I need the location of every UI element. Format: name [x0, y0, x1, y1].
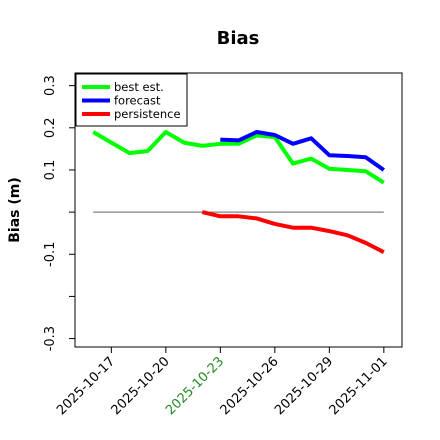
y-axis-label: Bias (m) [7, 177, 23, 243]
axes: -0.3-0.10.10.20.32025-10-172025-10-20202… [43, 75, 391, 418]
series-line-persistence [201, 210, 385, 254]
y-tick-label: -0.1 [43, 242, 58, 267]
y-tick-label: 0.1 [43, 160, 58, 181]
series-line-forecast [220, 130, 385, 172]
y-tick-label: -0.3 [43, 326, 58, 351]
legend-label: best est. [114, 80, 164, 94]
plot-frame [74, 72, 403, 348]
y-tick-label: 0.3 [43, 75, 58, 96]
legend-label: forecast [114, 94, 161, 108]
chart-title: Bias [217, 28, 260, 49]
x-tick-label: 2025-11-01 [327, 354, 391, 418]
series-line-best-est [92, 130, 385, 185]
legend-label: persistence [114, 107, 181, 121]
plot-area [92, 130, 385, 254]
y-tick-label: 0.2 [43, 117, 58, 138]
